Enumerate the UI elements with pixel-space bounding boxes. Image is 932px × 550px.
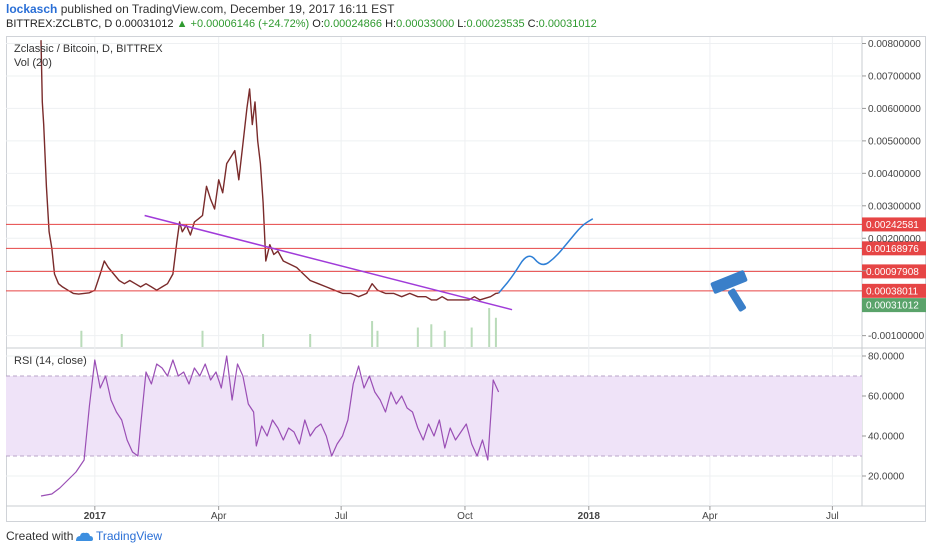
- price-value: 0.00031012: [115, 18, 174, 30]
- volume-bar: [376, 330, 379, 347]
- y-tick-label: 0.00200000: [868, 234, 921, 245]
- main-title: Zclassic / Bitcoin, D, BITTREX: [14, 43, 163, 55]
- volume-bar: [262, 334, 265, 347]
- high-value: 0.00033000: [396, 18, 455, 30]
- low-value: 0.00023535: [466, 18, 525, 30]
- current-price-label: 0.00031012: [866, 301, 919, 312]
- x-tick-label: Jul: [826, 511, 839, 522]
- projection-curve: [498, 218, 594, 294]
- chart-canvas[interactable]: 0.00242581 0.00168976 0.00097908 0.00038011…: [0, 0, 932, 522]
- volume-bar: [371, 321, 374, 347]
- y-tick-label: 0.00400000: [868, 169, 921, 180]
- rsi-band: [6, 376, 862, 456]
- y-tick-label: 0.00800000: [868, 39, 921, 50]
- change-value: +0.00006146 (+24.72%): [190, 18, 310, 30]
- rsi-y-tick-label: 60.0000: [868, 392, 905, 403]
- level-label: 0.00097908: [866, 267, 919, 278]
- tradingview-cloud-icon: [76, 532, 93, 541]
- level-label: 0.00242581: [866, 220, 919, 231]
- chart-header: lockasch published on TradingView.com, D…: [0, 0, 932, 36]
- x-tick-label: Apr: [702, 511, 718, 522]
- rsi-y-tick-label: 40.0000: [868, 432, 905, 443]
- x-tick-label: Oct: [457, 511, 473, 522]
- ohlc-line: BITTREX:ZCLBTC, D 0.00031012 ▲ +0.000061…: [6, 18, 597, 30]
- open-label: O:: [312, 18, 324, 30]
- tradingview-link[interactable]: TradingView: [96, 529, 163, 543]
- x-tick-label: 2017: [84, 511, 107, 522]
- volume-bar: [430, 324, 433, 347]
- up-arrow-icon: ▲: [176, 18, 188, 30]
- rsi-band-layer: [6, 375, 862, 457]
- created-with-text: Created with: [6, 529, 74, 543]
- volume-bar: [416, 327, 419, 347]
- volume-bar: [488, 308, 491, 347]
- publish-line: lockasch published on TradingView.com, D…: [6, 2, 394, 16]
- volume-indicator-label: Vol (20): [14, 57, 52, 69]
- y-tick-label: 0.00500000: [868, 136, 921, 147]
- level-label: 0.00168976: [866, 244, 919, 255]
- y-tick-label: 0.00300000: [868, 201, 921, 212]
- hammer-icon: [710, 270, 748, 312]
- trendline: [144, 214, 513, 311]
- author-link[interactable]: lockasch: [6, 2, 58, 16]
- volume-bar: [494, 317, 497, 347]
- symbol-label: BITTREX:ZCLBTC, D: [6, 18, 113, 30]
- price-series-line: [40, 40, 499, 301]
- rsi-line: [40, 355, 500, 497]
- level-label-bg: [862, 283, 926, 298]
- volume-bar: [470, 327, 473, 347]
- volume-bar: [309, 334, 312, 347]
- volume-bar: [443, 330, 446, 347]
- rsi-y-tick-label: 80.0000: [868, 352, 905, 363]
- published-text: published on TradingView.com, December 1…: [60, 2, 395, 16]
- open-value: 0.00024866: [323, 18, 383, 30]
- chart-frame: [6, 36, 926, 522]
- axis-layer: 0.00800000 0.00700000 0.00600000 0.00500000…: [84, 39, 925, 522]
- current-price-tag: [862, 298, 926, 313]
- close-label: C:: [527, 18, 539, 30]
- high-label: H:: [385, 18, 397, 30]
- level-label-bg: [862, 241, 926, 256]
- x-tick-label: Apr: [211, 511, 227, 522]
- rsi-layer: [40, 355, 500, 497]
- price-layer: [40, 40, 499, 301]
- y-tick-label: 0.00700000: [868, 71, 921, 82]
- x-tick-label: Jul: [335, 511, 348, 522]
- low-label: L:: [457, 18, 467, 30]
- x-tick-label: 2018: [578, 511, 601, 522]
- level-label-bg: [862, 217, 926, 232]
- volume-bar: [120, 334, 123, 347]
- rsi-y-tick-label: 20.0000: [868, 472, 905, 483]
- volume-layer: [80, 308, 497, 347]
- volume-bar: [80, 330, 83, 347]
- trendline-layer: [144, 214, 513, 311]
- y-tick-label: 0.00600000: [868, 104, 921, 115]
- close-value: 0.00031012: [538, 18, 597, 30]
- footer: Created with TradingView: [0, 522, 932, 550]
- projection-layer: [498, 218, 594, 294]
- level-label-bg: [862, 264, 926, 279]
- y-tick-label: -0.00100000: [868, 331, 925, 342]
- rsi-title: RSI (14, close): [14, 355, 87, 367]
- level-label: 0.00038011: [866, 286, 919, 297]
- volume-bar: [201, 330, 204, 347]
